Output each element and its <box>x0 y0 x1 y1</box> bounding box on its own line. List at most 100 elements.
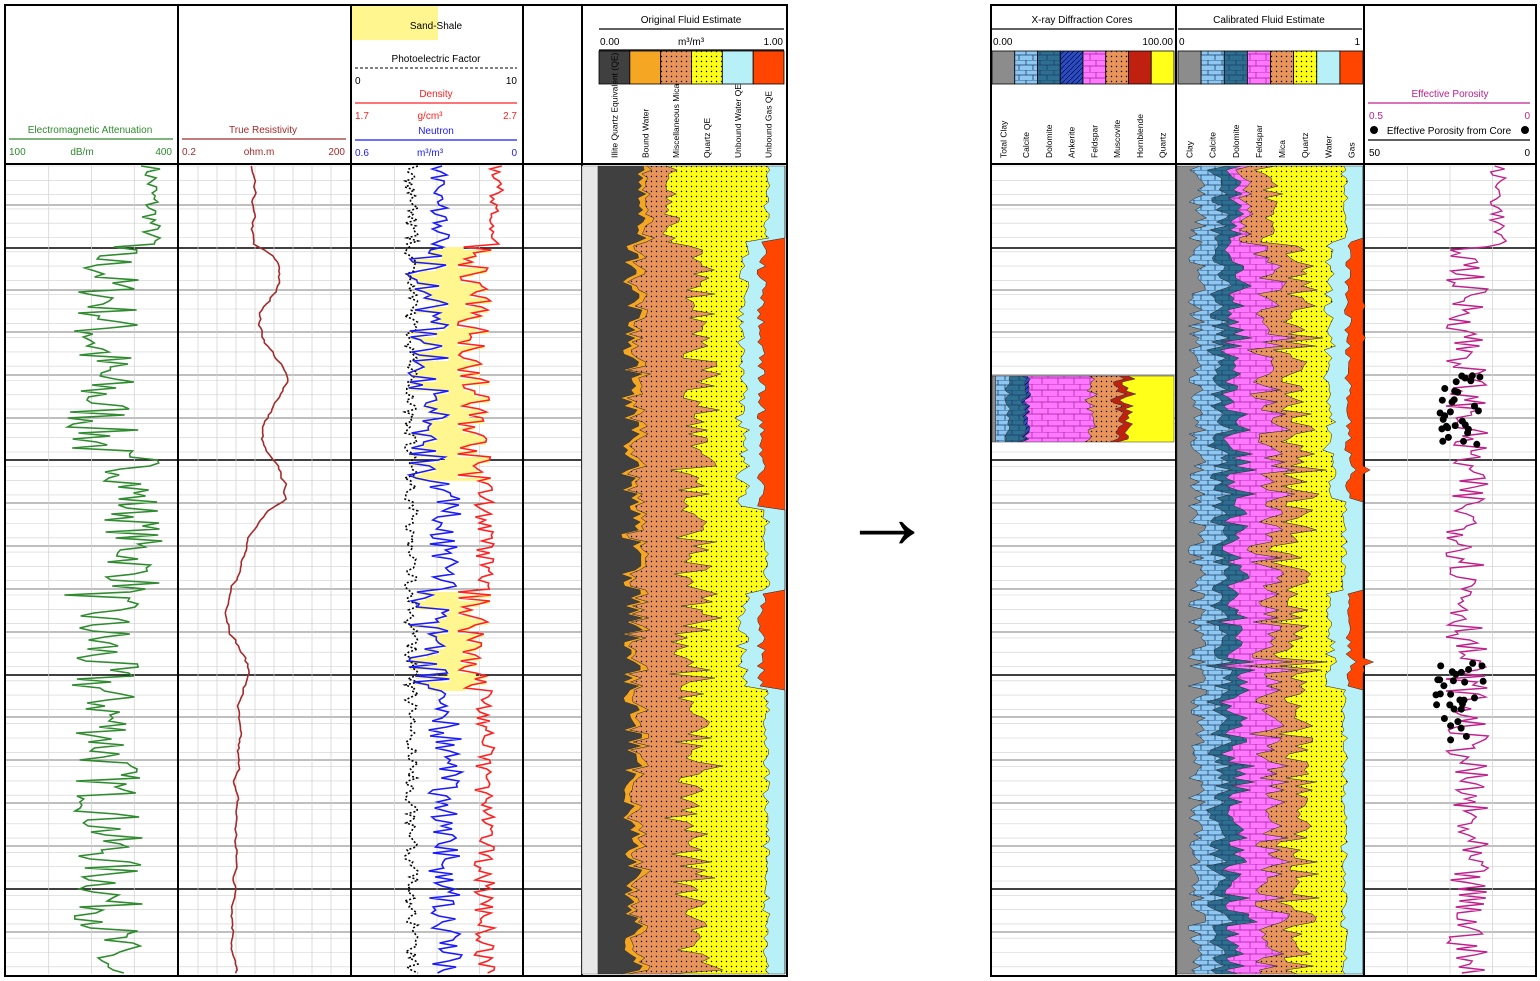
legend-swatch-pattern <box>691 51 723 84</box>
sand-shale-fill <box>438 460 490 463</box>
core-point <box>1450 396 1458 404</box>
sand-shale-fill <box>410 658 480 661</box>
effective-porosity-curve <box>1445 165 1508 974</box>
sand-shale-fill <box>430 250 492 253</box>
legend-swatch-pattern <box>1201 51 1225 84</box>
legend-swatch-pattern <box>1014 51 1038 84</box>
original-fluid-title: Original Fluid Estimate <box>641 15 742 26</box>
core-point-legend-marker <box>1370 126 1378 134</box>
sand-shale-fill <box>442 247 464 250</box>
sand-shale-fill <box>426 403 471 406</box>
calibrated-header: Calibrated Fluid Estimate 0 1 Clay Calcit… <box>1177 15 1364 158</box>
xrd-title: X-ray Diffraction Cores <box>1032 15 1133 26</box>
core-point <box>1436 690 1444 698</box>
pef-curve <box>401 165 422 974</box>
fluid-min: 0.00 <box>600 37 620 48</box>
neutron-curve <box>405 165 465 974</box>
sand-shale-fill <box>443 328 477 331</box>
calibrated-fluid-track-body <box>1176 165 1375 975</box>
core-porosity-points <box>1432 372 1487 744</box>
fluid-max: 1.00 <box>764 37 784 48</box>
neutron-max: 0 <box>511 148 517 159</box>
sand-shale-fill <box>448 304 466 307</box>
core-porosity-label: Effective Porosity from Core <box>1387 126 1512 137</box>
core-point <box>1446 408 1454 416</box>
sand-shale-fill <box>436 637 476 640</box>
legend-swatch-pattern <box>1247 51 1271 84</box>
sand-shale-fill <box>438 652 463 655</box>
porosity-header: Effective Porosity 0.5 0 Effective Poros… <box>1368 89 1530 159</box>
sand-shale-legend-swatch <box>352 6 438 40</box>
core-point <box>1447 722 1455 730</box>
sand-shale-fill <box>431 307 482 310</box>
resistivity-curve <box>224 165 289 974</box>
sand-shale-fill <box>447 325 458 328</box>
sand-shale-fill <box>444 457 491 460</box>
porosity-max: 0 <box>1524 111 1530 122</box>
em-max: 400 <box>155 147 172 158</box>
sand-shale-fill <box>430 322 459 325</box>
legend-label: Miscellaneous Mica <box>671 84 681 158</box>
sand-shale-fill <box>414 289 487 292</box>
sand-shale-fill <box>435 451 478 454</box>
sand-shale-fill <box>439 313 473 316</box>
core-point <box>1462 732 1470 740</box>
sand-shale-fill <box>415 676 487 679</box>
core-point <box>1478 662 1486 670</box>
sand-shale-fill <box>442 418 483 421</box>
sand-shale-fill <box>438 643 482 646</box>
legend-swatch-pattern <box>1060 51 1083 84</box>
resistivity-min: 0.2 <box>182 147 196 158</box>
xrd-fill-total-clay <box>991 375 996 443</box>
core-point <box>1460 696 1468 704</box>
sand-shale-fill <box>412 352 463 355</box>
sand-shale-fill <box>411 448 461 451</box>
sand-shale-fill <box>411 433 476 436</box>
resistivity-max: 200 <box>328 147 345 158</box>
sand-shale-fill <box>424 649 476 652</box>
resistivity-track-header: True Resistivity 0.2 ohm.m 200 <box>182 125 346 158</box>
em-title: Electromagnetic Attenuation <box>28 125 153 136</box>
sand-shale-fill <box>418 271 486 274</box>
calibrated-title: Calibrated Fluid Estimate <box>1213 15 1325 26</box>
legend-label: Quartz <box>1158 132 1168 158</box>
original-fluid-header: Original Fluid Estimate 0.00 m³/m³ 1.00 … <box>598 15 785 158</box>
stacked-pattern-calcite <box>1188 166 1236 974</box>
xrd-max: 100.00 <box>1142 37 1173 48</box>
sand-shale-fill <box>408 475 458 478</box>
density-max: 2.7 <box>503 111 517 122</box>
sand-shale-fill <box>414 310 488 313</box>
core-point <box>1440 715 1448 722</box>
sand-shale-fill <box>416 592 459 595</box>
sand-shale-fill <box>448 415 470 418</box>
core-point <box>1437 662 1445 670</box>
legend-swatch-pattern <box>1270 51 1294 84</box>
core-point <box>1465 666 1473 673</box>
sand-shale-fill <box>437 628 470 631</box>
core-point <box>1471 694 1478 702</box>
sand-shale-fill <box>420 340 470 343</box>
legend-label: Calcite <box>1021 132 1031 158</box>
sand-shale-fill <box>412 262 473 265</box>
sand-shale-fill <box>410 259 465 262</box>
legend-swatch-pattern <box>1083 51 1106 84</box>
legend-swatch <box>721 50 754 85</box>
legend-swatch-pattern <box>1224 51 1248 84</box>
sand-shale-label: Sand-Shale <box>410 21 463 32</box>
legend-label: Clay <box>1185 140 1195 158</box>
sand-shale-fill <box>442 346 485 349</box>
em-track-grid <box>6 165 177 974</box>
legend-swatch <box>629 50 662 85</box>
density-title: Density <box>419 89 452 100</box>
sand-shale-fill <box>426 655 476 658</box>
sand-shale-fill <box>411 601 490 604</box>
legend-label: Water <box>1323 135 1333 158</box>
pef-max: 10 <box>506 76 518 87</box>
core-point <box>1433 701 1441 709</box>
sand-shale-fill <box>436 640 469 643</box>
sand-shale-fill <box>433 316 481 319</box>
legend-swatch <box>1339 50 1364 85</box>
sand-shale-fill <box>422 421 484 424</box>
calibrated-min: 0 <box>1179 37 1185 48</box>
